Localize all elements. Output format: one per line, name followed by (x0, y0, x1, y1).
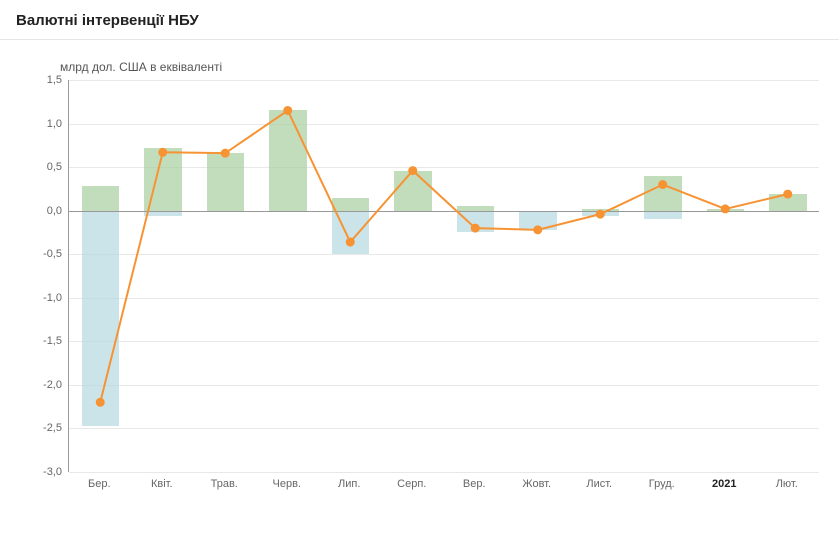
x-tick-label: Серп. (397, 478, 426, 490)
x-tick-label: 2021 (712, 478, 736, 490)
bar-negative (332, 211, 370, 255)
plot-wrap: 1,51,00,50,0-0,5-1,0-1,5-2,0-2,5-3,0 Бер… (20, 80, 819, 500)
zero-line (69, 211, 819, 212)
bar-positive (394, 171, 432, 211)
chart-area: млрд дол. США в еквіваленті 1,5 1,0 0,5 0,0… (0, 40, 839, 541)
x-tick-label: Лип. (338, 478, 360, 490)
y-tick-label: -2,0 (43, 379, 62, 391)
x-axis: Бер. Квіт. Трав. Черв. Лип. Серп. Вер. Жовт. Лис… (68, 472, 819, 500)
y-axis: 1,51,00,50,0-0,5-1,0-1,5-2,0-2,5-3,0 (20, 80, 68, 472)
bar-negative (519, 211, 557, 230)
x-tick-label: Трав. (211, 478, 238, 490)
y-tick-label: 1,0 (47, 118, 62, 130)
bar-positive (207, 153, 245, 210)
plot-region (68, 80, 819, 472)
x-tick-label: Вер. (463, 478, 486, 490)
x-tick-label: Бер. (88, 478, 111, 490)
chart-title: Валютні інтервенції НБУ (0, 0, 839, 40)
bar-positive (144, 148, 182, 211)
bar-negative (457, 211, 495, 232)
y-axis-label: млрд дол. США в еквіваленті (20, 60, 819, 74)
bar-positive (269, 110, 307, 210)
y-tick-label: -3,0 (43, 466, 62, 478)
y-tick-label: -1,0 (43, 292, 62, 304)
x-tick-label: Жовт. (522, 478, 551, 490)
y-tick-label: 0,5 (47, 161, 62, 173)
line-path (100, 110, 788, 402)
gridline (69, 341, 819, 342)
gridline (69, 385, 819, 386)
bar-positive (769, 194, 807, 211)
chart-container: Валютні інтервенції НБУ млрд дол. США в … (0, 0, 839, 543)
gridline (69, 80, 819, 81)
y-tick-label: -0,5 (43, 248, 62, 260)
gridline (69, 298, 819, 299)
x-tick-label: Лист. (586, 478, 612, 490)
y-tick-label: -1,5 (43, 335, 62, 347)
gridline (69, 167, 819, 168)
bar-positive (332, 198, 370, 210)
x-tick-label: Лют. (776, 478, 798, 490)
gridline (69, 124, 819, 125)
bar-negative (82, 211, 120, 426)
gridline (69, 254, 819, 255)
x-tick-label: Груд. (649, 478, 675, 490)
x-tick-label: Квіт. (151, 478, 173, 490)
line-series (69, 80, 819, 472)
bar-negative (644, 211, 682, 220)
bar-positive (82, 186, 120, 210)
bar-positive (644, 176, 682, 211)
y-tick-label: 0,0 (47, 205, 62, 217)
x-tick-label: Черв. (273, 478, 301, 490)
y-tick-label: -2,5 (43, 422, 62, 434)
gridline (69, 428, 819, 429)
y-tick-label: 1,5 (47, 74, 62, 86)
